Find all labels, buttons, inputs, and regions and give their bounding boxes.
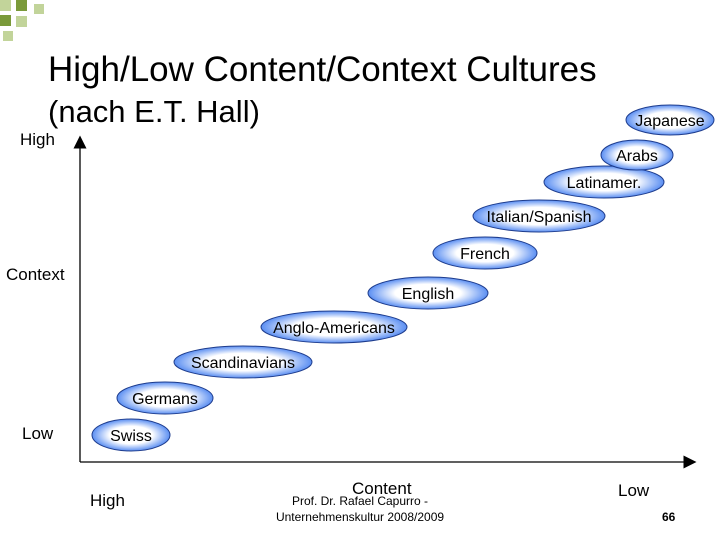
x-axis-title: Content [352,479,412,498]
slide-title: High/Low Content/Context Cultures [48,50,597,89]
deco-square [34,4,44,14]
y-axis-title: Context [6,265,65,284]
deco-square [16,0,27,11]
culture-label: Anglo-Americans [273,320,395,337]
page-number: 66 [662,510,676,524]
culture-ellipse [173,345,313,379]
culture-labels: Swiss Germans Scandinavians Anglo-Americans… [110,113,705,445]
deco-square [0,0,11,11]
culture-ellipse [91,418,171,452]
culture-ellipse [543,165,665,199]
corner-decoration [0,0,44,41]
deco-square [16,16,27,27]
culture-label: Germans [132,391,198,408]
culture-ellipse [472,199,606,233]
culture-label: Japanese [635,113,704,130]
footer-author: Prof. Dr. Rafael Capurro - [291,494,429,508]
culture-label: French [460,246,510,263]
culture-label: Arabs [616,148,658,165]
culture-label: Latinamer. [567,175,642,192]
footer-course: Unternehmenskultur 2008/2009 [275,510,445,524]
culture-ellipse [260,310,408,344]
deco-square [3,31,13,41]
y-axis-high-label: High [20,130,55,149]
x-axis-high-label: High [90,491,125,510]
culture-label: English [402,286,454,303]
slide-subtitle: (nach E.T. Hall) [48,94,260,129]
culture-ellipse [367,276,489,310]
culture-ellipse [625,104,715,136]
culture-label: Italian/Spanish [487,209,592,226]
y-axis-low-label: Low [22,424,54,443]
deco-square [0,15,11,26]
culture-label: Swiss [110,428,152,445]
culture-ellipse [116,381,214,415]
culture-ellipses [91,104,715,452]
culture-ellipse [600,139,674,171]
x-axis-low-label: Low [618,481,650,500]
culture-ellipse [432,236,538,270]
culture-label: Scandinavians [191,355,295,372]
